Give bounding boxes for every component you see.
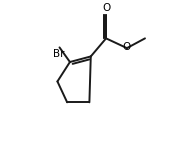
Text: O: O [123, 42, 131, 52]
Text: Br: Br [53, 49, 65, 59]
Text: O: O [103, 3, 111, 13]
